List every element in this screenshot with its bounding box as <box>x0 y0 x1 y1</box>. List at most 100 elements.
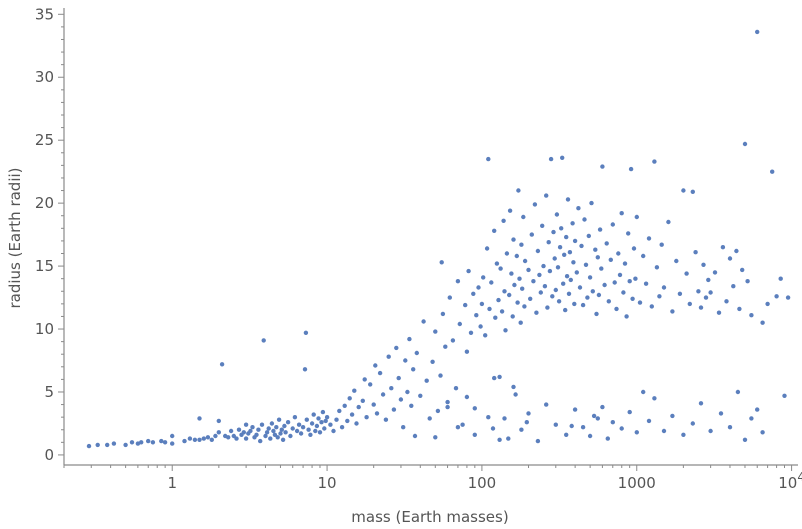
data-point <box>443 344 448 349</box>
data-point <box>331 428 336 434</box>
data-point <box>243 422 249 427</box>
y-tick-label: 35 <box>35 5 54 23</box>
data-point <box>409 403 414 408</box>
data-point <box>205 435 211 440</box>
data-point <box>735 389 741 395</box>
data-point <box>559 226 564 231</box>
data-point <box>526 411 531 416</box>
data-point <box>268 436 273 441</box>
data-point <box>493 315 498 320</box>
data-point <box>708 428 713 434</box>
data-point <box>258 438 263 444</box>
data-point <box>105 442 110 448</box>
data-point <box>718 411 724 416</box>
data-point <box>544 193 549 198</box>
data-point <box>509 271 514 276</box>
data-point <box>661 428 667 434</box>
data-point <box>554 212 560 217</box>
data-point <box>324 415 330 420</box>
x-tick-label: 1000 <box>618 474 656 492</box>
data-point <box>466 268 471 274</box>
data-point <box>535 248 541 254</box>
data-point <box>248 428 253 434</box>
data-point <box>589 200 594 206</box>
data-point <box>630 296 635 301</box>
data-point <box>424 378 429 383</box>
data-point <box>498 266 503 271</box>
data-point <box>439 260 444 265</box>
data-point <box>294 428 300 434</box>
data-point <box>517 276 522 281</box>
data-point <box>670 413 675 419</box>
data-point <box>552 256 557 261</box>
data-point <box>583 262 589 267</box>
data-point <box>511 384 516 390</box>
data-point <box>259 422 265 427</box>
data-point <box>734 248 739 254</box>
y-tick-label: 25 <box>35 131 54 149</box>
data-point <box>512 282 517 288</box>
data-point <box>562 252 567 257</box>
data-point <box>371 402 376 407</box>
data-point <box>347 396 352 401</box>
data-point <box>634 214 639 220</box>
data-point <box>600 164 605 169</box>
data-point <box>569 423 574 429</box>
data-point <box>471 291 476 296</box>
data-point <box>285 420 291 425</box>
data-point <box>256 427 261 432</box>
data-point <box>614 306 619 312</box>
data-point <box>681 188 686 193</box>
data-point <box>641 253 646 259</box>
data-point <box>129 440 135 445</box>
data-point <box>414 350 419 356</box>
data-point <box>524 420 529 425</box>
data-point <box>742 437 748 442</box>
data-point <box>457 321 462 327</box>
data-point <box>497 437 502 442</box>
data-point <box>383 417 389 422</box>
data-point <box>542 284 548 289</box>
data-point <box>484 246 490 251</box>
data-point <box>162 440 168 445</box>
data-point <box>296 422 302 427</box>
data-point <box>749 416 754 421</box>
data-point <box>135 441 141 446</box>
data-point <box>594 311 599 317</box>
data-point <box>600 404 605 410</box>
data-point <box>483 333 488 338</box>
data-point <box>197 437 202 442</box>
data-point <box>401 425 406 430</box>
data-point <box>537 272 542 278</box>
data-point <box>322 426 327 431</box>
data-point <box>430 359 435 364</box>
data-point <box>354 421 359 426</box>
data-point <box>182 438 187 444</box>
data-point <box>352 388 357 393</box>
data-point <box>610 420 615 425</box>
data-point <box>377 370 383 376</box>
data-point <box>708 290 713 295</box>
data-point <box>666 219 671 225</box>
data-point <box>760 320 765 325</box>
y-tick-label: 10 <box>35 320 54 338</box>
data-point <box>342 403 347 408</box>
data-point <box>522 258 528 264</box>
data-point <box>547 268 553 274</box>
data-point <box>314 423 320 429</box>
data-point <box>595 416 600 421</box>
data-point <box>564 432 569 437</box>
data-point <box>649 304 654 309</box>
data-point <box>234 436 239 441</box>
data-point <box>274 425 279 430</box>
data-point <box>785 295 791 300</box>
data-point <box>553 422 558 427</box>
data-point <box>643 281 649 286</box>
data-point <box>602 282 607 288</box>
data-point <box>555 265 561 270</box>
data-point <box>492 228 497 233</box>
data-point <box>288 433 293 439</box>
data-point <box>339 425 345 430</box>
data-point <box>197 416 202 421</box>
data-point <box>269 421 275 426</box>
